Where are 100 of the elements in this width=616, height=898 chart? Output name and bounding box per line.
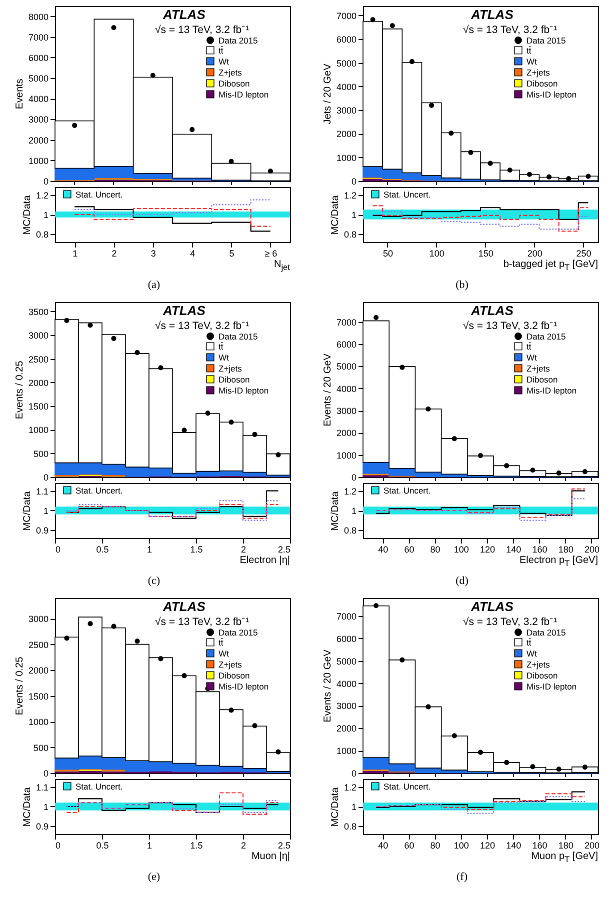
legend-label: Mis-ID lepton	[218, 89, 269, 100]
y-tick-label: 2000	[28, 666, 48, 676]
x-tick-label: 140	[506, 840, 522, 850]
y-tick-label: 1.1	[36, 782, 48, 792]
legend-label: Z+jets	[526, 659, 550, 670]
y-tick-label: 1000	[28, 156, 48, 166]
legend-label: tt̄	[526, 637, 532, 648]
y-tick-label: 3000	[336, 106, 356, 116]
legend-label: Diboson	[218, 374, 250, 384]
y-axis-title: MC/Data	[330, 786, 341, 827]
legend-label: Stat. Uncert.	[384, 189, 431, 200]
x-tick-label: 40	[378, 840, 388, 850]
y-tick-label: 1.2	[344, 190, 356, 200]
y-tick-label: 1	[43, 210, 48, 220]
y-tick-label: 2500	[28, 640, 48, 650]
text: (e)	[146, 871, 162, 883]
y-tick-label: 4000	[336, 82, 356, 92]
y-tick-label: 3000	[336, 701, 356, 712]
legend-label: Data 2015	[526, 331, 566, 342]
y-tick-label: 0.8	[344, 230, 356, 240]
text: √s = 13 TeV, 3.2 fb⁻¹	[463, 615, 558, 628]
chart-title: ATLAS	[163, 599, 206, 614]
legend-label: Wt	[526, 648, 538, 658]
legend-label: Mis-ID lepton	[218, 385, 269, 396]
x-tick-label: 100	[429, 248, 444, 258]
legend-label: Z+jets	[218, 659, 242, 670]
y-tick-label: 5000	[336, 58, 356, 68]
legend-label: Diboson	[526, 78, 558, 88]
y-tick-label: 7000	[336, 317, 356, 328]
legend-label: Z+jets	[526, 67, 550, 78]
text: (c)	[146, 575, 162, 587]
x-tick-label: 50	[382, 248, 393, 258]
y-tick-label: 5000	[336, 362, 356, 372]
text: √s = 13 TeV, 3.2 fb⁻¹	[463, 319, 558, 332]
x-tick-label: 3	[150, 248, 156, 258]
legend-label: Stat. Uncert.	[76, 781, 123, 792]
x-tick-label: 40	[378, 544, 388, 554]
y-tick-label: 6000	[28, 52, 48, 63]
legend-label: Stat. Uncert.	[384, 485, 431, 496]
x-tick-label: 5	[229, 248, 234, 258]
y-tick-label: 500	[33, 742, 48, 753]
text: √s = 13 TeV, 3.2 fb⁻¹	[155, 615, 250, 628]
y-tick-label: 5000	[336, 656, 356, 666]
chart-title: ATLAS	[163, 7, 206, 22]
legend-label: Wt	[218, 56, 230, 66]
y-tick-label: 4000	[336, 384, 356, 394]
legend-label: tt̄	[218, 45, 224, 56]
x-tick-label: 2.5	[278, 544, 290, 554]
legend-label: Z+jets	[218, 363, 242, 374]
x-axis-title: Muon p$_{T}$ [GeV]	[531, 851, 598, 864]
text: √s = 13 TeV, 3.2 fb⁻¹	[155, 319, 250, 332]
x-tick-label: 200	[584, 840, 600, 850]
legend-label: Wt	[218, 352, 230, 362]
legend-label: Diboson	[218, 670, 250, 680]
y-tick-label: 0.9	[36, 822, 48, 832]
y-tick-label: 0.8	[344, 822, 356, 832]
y-tick-label: 1000	[28, 717, 48, 728]
legend-label: Stat. Uncert.	[76, 485, 123, 496]
y-tick-label: 0.9	[36, 526, 48, 536]
legend-label: Wt	[526, 352, 538, 362]
y-tick-label: 3000	[336, 406, 356, 416]
x-tick-label: 2.5	[278, 840, 290, 850]
y-axis-title: MC/Data	[22, 194, 33, 235]
y-axis-title: Events / 20 GeV	[322, 649, 334, 722]
y-tick-label: 2000	[28, 135, 48, 146]
legend-label: Wt	[526, 56, 538, 66]
x-tick-label: 0.5	[96, 544, 109, 554]
y-tick-label: 4000	[336, 678, 356, 689]
legend-label: Z+jets	[218, 67, 242, 78]
legend-label: Data 2015	[526, 627, 566, 638]
y-tick-label: 0	[351, 176, 356, 186]
legend-label: Mis-ID lepton	[526, 89, 577, 100]
y-tick-label: 1000	[336, 746, 356, 756]
y-tick-label: 1	[351, 506, 356, 516]
x-tick-label: 2	[112, 248, 117, 258]
y-tick-label: 2000	[336, 129, 356, 140]
y-tick-label: 1.1	[36, 486, 48, 496]
y-tick-label: 0	[43, 176, 48, 186]
x-tick-label: 60	[404, 840, 414, 850]
text: √s = 13 TeV, 3.2 fb⁻¹	[155, 23, 250, 36]
y-tick-label: 7000	[336, 611, 356, 622]
y-axis-title: Events / 0.25	[14, 360, 26, 420]
legend-label: Data 2015	[218, 35, 258, 46]
y-tick-label: 2000	[336, 724, 356, 734]
x-tick-label: 60	[404, 544, 414, 554]
x-tick-label: 180	[558, 840, 574, 850]
y-tick-label: 0	[351, 472, 356, 482]
y-tick-label: 1.2	[344, 782, 356, 792]
y-axis-title: MC/Data	[330, 490, 341, 531]
x-tick-label: ≥ 6	[264, 248, 278, 258]
text: (d)	[454, 575, 470, 587]
y-tick-label: 3000	[28, 114, 48, 125]
y-tick-label: 1500	[28, 691, 48, 702]
y-tick-label: 500	[33, 448, 48, 459]
y-tick-label: 1	[351, 210, 356, 220]
chart-title: ATLAS	[471, 7, 514, 22]
y-axis-title: MC/Data	[22, 490, 33, 531]
y-tick-label: 2000	[28, 378, 48, 388]
y-tick-label: 1000	[28, 425, 48, 436]
y-tick-label: 1.2	[344, 486, 356, 496]
